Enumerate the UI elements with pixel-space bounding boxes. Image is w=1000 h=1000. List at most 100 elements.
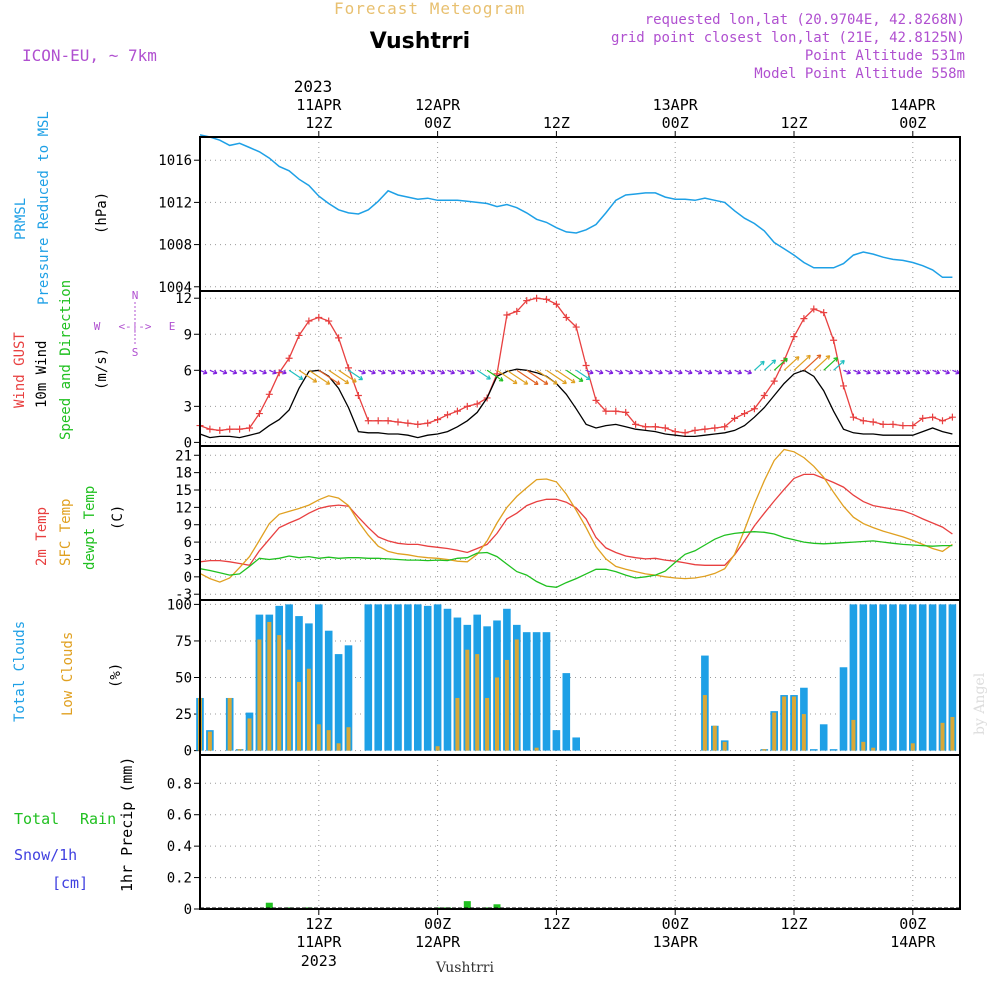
temp-2m-label: 2m Temp (34, 507, 50, 566)
wind-gust-marker (859, 417, 867, 425)
wind-arrow-head (460, 369, 465, 375)
low-cloud-bar (801, 714, 806, 751)
wind-arrow-head (945, 369, 950, 375)
top-hour-label: 00Z (662, 114, 689, 132)
low-cloud-bar (287, 649, 292, 751)
wind-arrow-head (833, 357, 839, 362)
wind-direction-arrow (397, 369, 406, 374)
wind-gust-marker (374, 417, 382, 425)
wind-gust-marker (345, 364, 352, 372)
temp-ytick-label: 21 (175, 448, 192, 464)
low-cloud-bar (455, 697, 460, 751)
low-cloud-bar (465, 649, 470, 751)
precip-unit-label: 1hr Precip (mm) (118, 757, 136, 892)
wind-arrow-head (688, 369, 693, 375)
wind-direction-arrow (922, 369, 930, 374)
wind-arrow-head (534, 380, 539, 386)
wind-arrow-head (400, 369, 406, 375)
wind-direction-arrow (377, 369, 386, 374)
wind-arrow-head (344, 379, 350, 385)
rain-bar (265, 902, 273, 909)
wind-arrow-head (876, 369, 881, 375)
precip-ytick-label: 0.6 (167, 808, 192, 824)
wind-arrow-head (470, 369, 475, 375)
total-cloud-bar (453, 617, 462, 751)
wind-arrow-head (361, 369, 366, 375)
wind-arrow-head (222, 369, 228, 375)
wind-ytick-label: 12 (175, 291, 192, 307)
total-cloud-bar (839, 667, 848, 751)
pressure-panel-labels: PRMSL Pressure Reduced to MSL (hPa) (13, 111, 110, 305)
low-cloud-bar (534, 747, 539, 751)
wind-gust-marker (948, 413, 956, 421)
clouds-panel: 0 25 50 75 100 (167, 597, 960, 760)
wind-gust-marker (394, 418, 402, 426)
wind-gust-marker (671, 428, 679, 436)
wind-gust-marker (414, 420, 422, 428)
wind-gust-marker (869, 418, 877, 426)
wind-direction-arrow (328, 369, 349, 385)
total-cloud-bar (562, 673, 571, 751)
temp-sfc-line (199, 448, 953, 583)
low-cloud-bar (207, 731, 212, 751)
wind-direction-arrow (773, 357, 788, 371)
wind-gust-marker (473, 400, 481, 408)
wind-direction-arrow (803, 354, 822, 371)
wind-arrow-head (325, 380, 331, 385)
bottom-hour-label: 00Z (899, 915, 926, 933)
precip-ytick-label: 0 (184, 902, 192, 918)
footer-location: Vushtrri (435, 960, 494, 976)
top-year-label: 2023 (294, 77, 333, 96)
total-cloud-bar (859, 604, 868, 751)
wind-gust-marker (444, 411, 451, 419)
wind-direction-arrow (714, 369, 723, 374)
wind-direction-arrow (546, 369, 567, 385)
wind-direction-arrow (912, 369, 921, 374)
wind-gust-marker (731, 414, 739, 422)
wind-gust-marker (929, 413, 937, 421)
bottom-date-label: 14APR (890, 933, 936, 951)
wind-direction-arrow (358, 369, 366, 374)
requested-coords: requested lon,lat (20.9704E, 42.8268N) (645, 12, 965, 28)
wind-arrow-head (816, 354, 822, 359)
wind-gust-marker (246, 424, 253, 432)
wind-arrow-head (543, 380, 549, 385)
wind-arrow-head (570, 378, 576, 384)
wind-arrow-head (771, 359, 777, 365)
low-cloud-bar (792, 696, 796, 751)
wind-gust-marker (632, 420, 640, 428)
wind-arrow-head (760, 360, 765, 366)
snow-unit-label: [cm] (52, 874, 88, 892)
wind-direction-arrow (427, 369, 435, 374)
wind-direction-arrow (843, 369, 851, 374)
wind-direction-arrow (872, 369, 881, 374)
plot-layer: 1004100810121016036912-30369121518210255… (158, 96, 961, 970)
wind-arrow-head (658, 369, 663, 375)
wind-gust-marker (711, 424, 719, 432)
wind-direction-arrow (209, 369, 218, 374)
wind-direction-arrow (625, 369, 633, 374)
wind-direction-arrow (863, 369, 871, 374)
rain-bar (493, 904, 501, 909)
clouds-ytick-label: 25 (175, 707, 192, 723)
wind-direction-arrow (368, 369, 376, 374)
low-cloud-bar (227, 697, 232, 751)
low-cloud-bar (871, 747, 876, 751)
top-date-label: 13APR (653, 96, 699, 114)
pressure-msl-label: Pressure Reduced to MSL (36, 111, 52, 305)
low-cloud-bar (851, 719, 856, 751)
wind-direction-arrow (496, 369, 518, 385)
low-cloud-bar (762, 749, 767, 751)
low-cloud-bar (475, 654, 480, 751)
wind-arrow-head (450, 369, 455, 375)
wind-arrow-head (935, 369, 941, 375)
wind-gust-marker (939, 417, 946, 425)
wind-gust-marker (453, 407, 461, 415)
wind-frame (199, 290, 961, 447)
wind-direction-arrow (892, 369, 901, 374)
low-cloud-bar (712, 725, 717, 751)
wind-gust-marker (295, 331, 303, 339)
rain-label: Rain (80, 810, 116, 828)
wind-gust-marker (325, 317, 333, 325)
